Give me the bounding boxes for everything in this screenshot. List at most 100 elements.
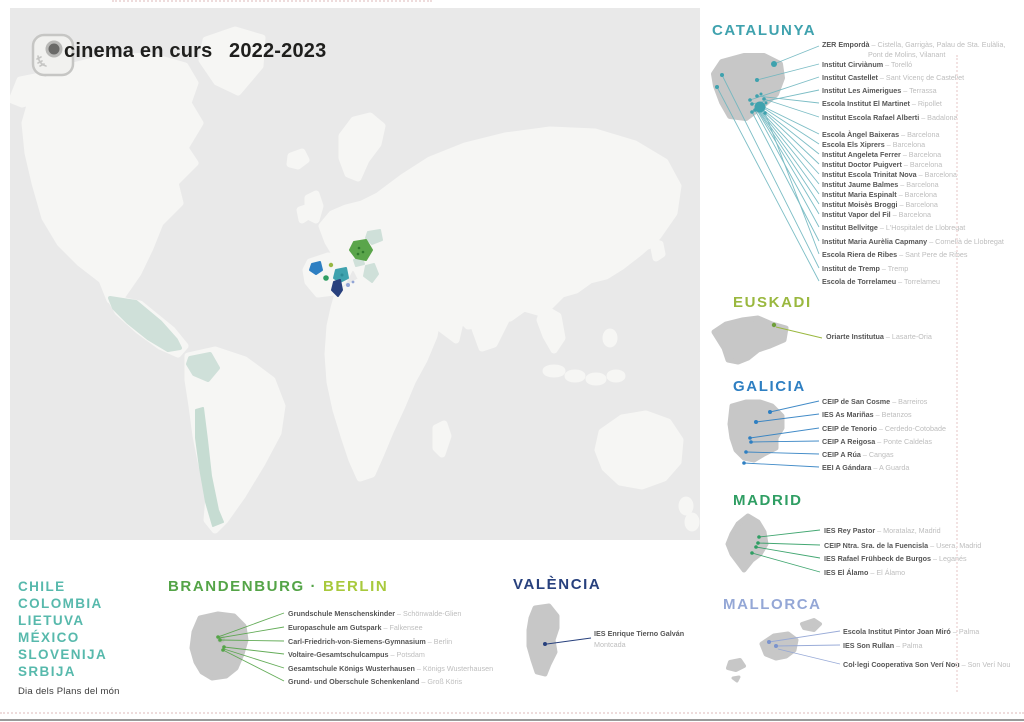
school-entry: Institut Cirviànum – Torelló: [822, 60, 913, 69]
berlin-area: [217, 635, 225, 643]
school-entry: ZER Empordà – Cistella, Garrigàs, Palau …: [822, 40, 1006, 59]
euskadi-highlight: [328, 262, 334, 268]
school-entry: Escola Institut Pintor Joan Miró – Palma: [843, 627, 980, 636]
school-entry: Institut Maria Aurèlia Capmany – Cornell…: [822, 237, 1004, 246]
section-euskadi: EUSKADI Oriarte Institutua – Lasarte-Ori…: [700, 292, 970, 376]
section-brandenburg-berlin: BRANDENBURG · BERLIN Grundschule Mensche…: [160, 574, 505, 700]
school-entry: Institut de Tremp – Tremp: [822, 264, 909, 273]
school-dots: [750, 535, 761, 555]
school-dots: [216, 635, 226, 652]
school-entry: Voltaire-Gesamtschulcampus – Potsdam: [288, 650, 425, 659]
school-entry: Escola Els Xiprers – Barcelona: [822, 140, 926, 149]
connector-lines: [768, 630, 841, 665]
school-entry: Institut Jaume Balmes – Barcelona: [822, 180, 939, 189]
school-entry: Escola Institut El Martinet – Ripollet: [822, 99, 942, 108]
region-label-euskadi: EUSKADI: [733, 294, 812, 311]
hand-icon: [36, 55, 47, 67]
region-label-valencia: VALÈNCIA: [513, 576, 602, 593]
school-entry: IES Rafael Frühbeck de Burgos – Leganés: [824, 554, 967, 563]
country-label: LIETUVA: [18, 613, 85, 628]
school-entry: Grundschule Menschenskinder – Schönwalde…: [288, 609, 462, 618]
country-label: CHILE: [18, 579, 66, 594]
colombia-highlight: [186, 352, 220, 382]
cinema-en-curs-logo: [31, 33, 75, 77]
school-entry: Institut Escola Rafael Alberti – Badalon…: [822, 113, 958, 122]
region-label-mallorca: MALLORCA: [723, 596, 822, 613]
country-label: SRBIJA: [18, 664, 76, 679]
section-catalunya: CATALUNYA ZER Empordà – Cistella, Garrig…: [700, 18, 1005, 292]
school-entry: CEIP Ntra. Sra. de la Fuencisla – Usera,…: [824, 541, 982, 550]
connector-lines: [743, 400, 820, 468]
school-dots: [742, 410, 772, 465]
school-entry: Institut Maria Espinalt – Barcelona: [822, 190, 938, 199]
school-entry: Institut Doctor Puigvert – Barcelona: [822, 160, 943, 169]
madrid-highlight: [323, 275, 329, 281]
connector-lines: [751, 529, 821, 573]
connector-lines: [546, 637, 592, 645]
school-entry: CEIP A Rúa – Cangas: [822, 450, 894, 459]
school-entry: Oriarte Institutua – Lasarte-Oria: [826, 332, 932, 341]
school-entry: Institut Angeleta Ferrer – Barcelona: [822, 150, 942, 159]
section-madrid: MADRID IES Rey Pastor – Moratalaz, Madri…: [700, 490, 981, 594]
school-entry: EEI A Gándara – A Guarda: [822, 463, 910, 472]
school-entry: Europaschule am Gutspark – Falkensee: [288, 623, 423, 632]
school-dots: [543, 642, 547, 646]
school-entry: Institut Moisès Broggi – Barcelona: [822, 200, 938, 209]
school-entry: IES Enrique Tierno Galván: [594, 629, 685, 638]
school-entry: IES Rey Pastor – Moratalaz, Madrid: [824, 526, 941, 535]
country-label: MÉXICO: [18, 630, 80, 645]
srbija-highlight: [363, 263, 379, 283]
region-label-catalunya: CATALUNYA: [712, 22, 817, 39]
school-entry: Institut Castellet – Sant Vicenç de Cast…: [822, 73, 965, 82]
section-mallorca: MALLORCA Escola Institut Pintor Joan Mir…: [700, 594, 1024, 694]
school-entry: Institut Bellvitge – L'Hospitalet de Llo…: [822, 223, 966, 232]
countries-list: CHILE COLOMBIA LIETUVA MÉXICO SLOVENIJA …: [18, 578, 120, 697]
school-entry: CEIP de San Cosme – Barreiros: [822, 397, 928, 406]
highlighted-countries: [108, 229, 383, 527]
school-entry: CEIP A Reigosa – Ponte Caldelas: [822, 437, 933, 446]
school-entry: IES Son Rullan – Palma: [843, 641, 923, 650]
school-entry: Institut Vapor del Fil – Barcelona: [822, 210, 932, 219]
school-entry: Gesamtschule Königs Wusterhausen – König…: [288, 664, 494, 673]
menorca-island: [800, 618, 822, 632]
country-label: COLOMBIA: [18, 596, 103, 611]
formentera-island: [731, 675, 741, 683]
region-label-galicia: GALICIA: [733, 378, 806, 395]
window-bottom-border: [0, 719, 1024, 721]
school-entry: Escola Riera de Ribes – Sant Pere de Rib…: [822, 250, 968, 259]
school-entry: Institut Les Aimerigues – Terrassa: [822, 86, 937, 95]
school-entry: Escola de Torrelameu – Torrelameu: [822, 277, 940, 286]
chile-highlight: [195, 407, 224, 527]
world-map: [10, 8, 700, 540]
ibiza-island: [726, 658, 746, 672]
page-title: cinema en curs: [64, 40, 213, 62]
school-entry: CEIP de Tenorio – Cerdedo-Cotobade: [822, 424, 946, 433]
mallorca-island: [759, 631, 799, 661]
camera-lens-icon: [45, 40, 63, 58]
mexico-highlight: [108, 296, 182, 352]
connector-lines: [775, 326, 823, 339]
page-top-fold-mark: [112, 0, 432, 2]
school-entry: IES As Mariñas – Betanzos: [822, 410, 912, 419]
school-entry: IES El Álamo – El Álamo: [824, 568, 906, 577]
region-label-brandenburg-berlin: BRANDENBURG · BERLIN: [168, 578, 389, 595]
connector-lines: [716, 45, 820, 282]
school-dots: [771, 322, 777, 328]
school-entry: Col·legi Cooperativa Son Verí Nou – Son …: [843, 660, 1011, 669]
section-galicia: GALICIA CEIP de San Cosme – Barreiros IE…: [700, 376, 970, 490]
lietuva-highlight: [365, 229, 383, 245]
connector-lines: [217, 612, 285, 682]
mallorca-highlight: [346, 283, 350, 287]
school-entry: Grund- und Oberschule Schenkenland – Gro…: [288, 677, 463, 686]
country-label: SLOVENIJA: [18, 647, 108, 662]
page-bottom-fold-mark: [0, 712, 1024, 714]
brandenburg-highlight: [349, 239, 373, 261]
school-entry: Escola Àngel Baixeras – Barcelona: [822, 130, 940, 139]
region-label-madrid: MADRID: [733, 492, 803, 509]
galicia-highlight: [309, 261, 323, 275]
countries-note: Dia dels Plans del món: [18, 686, 120, 697]
school-location: Montcada: [594, 640, 626, 649]
section-valencia: VALÈNCIA IES Enrique Tierno Galván Montc…: [505, 572, 715, 700]
school-entry: Carl-Friedrich-von-Siemens-Gymnasium – B…: [288, 637, 453, 646]
